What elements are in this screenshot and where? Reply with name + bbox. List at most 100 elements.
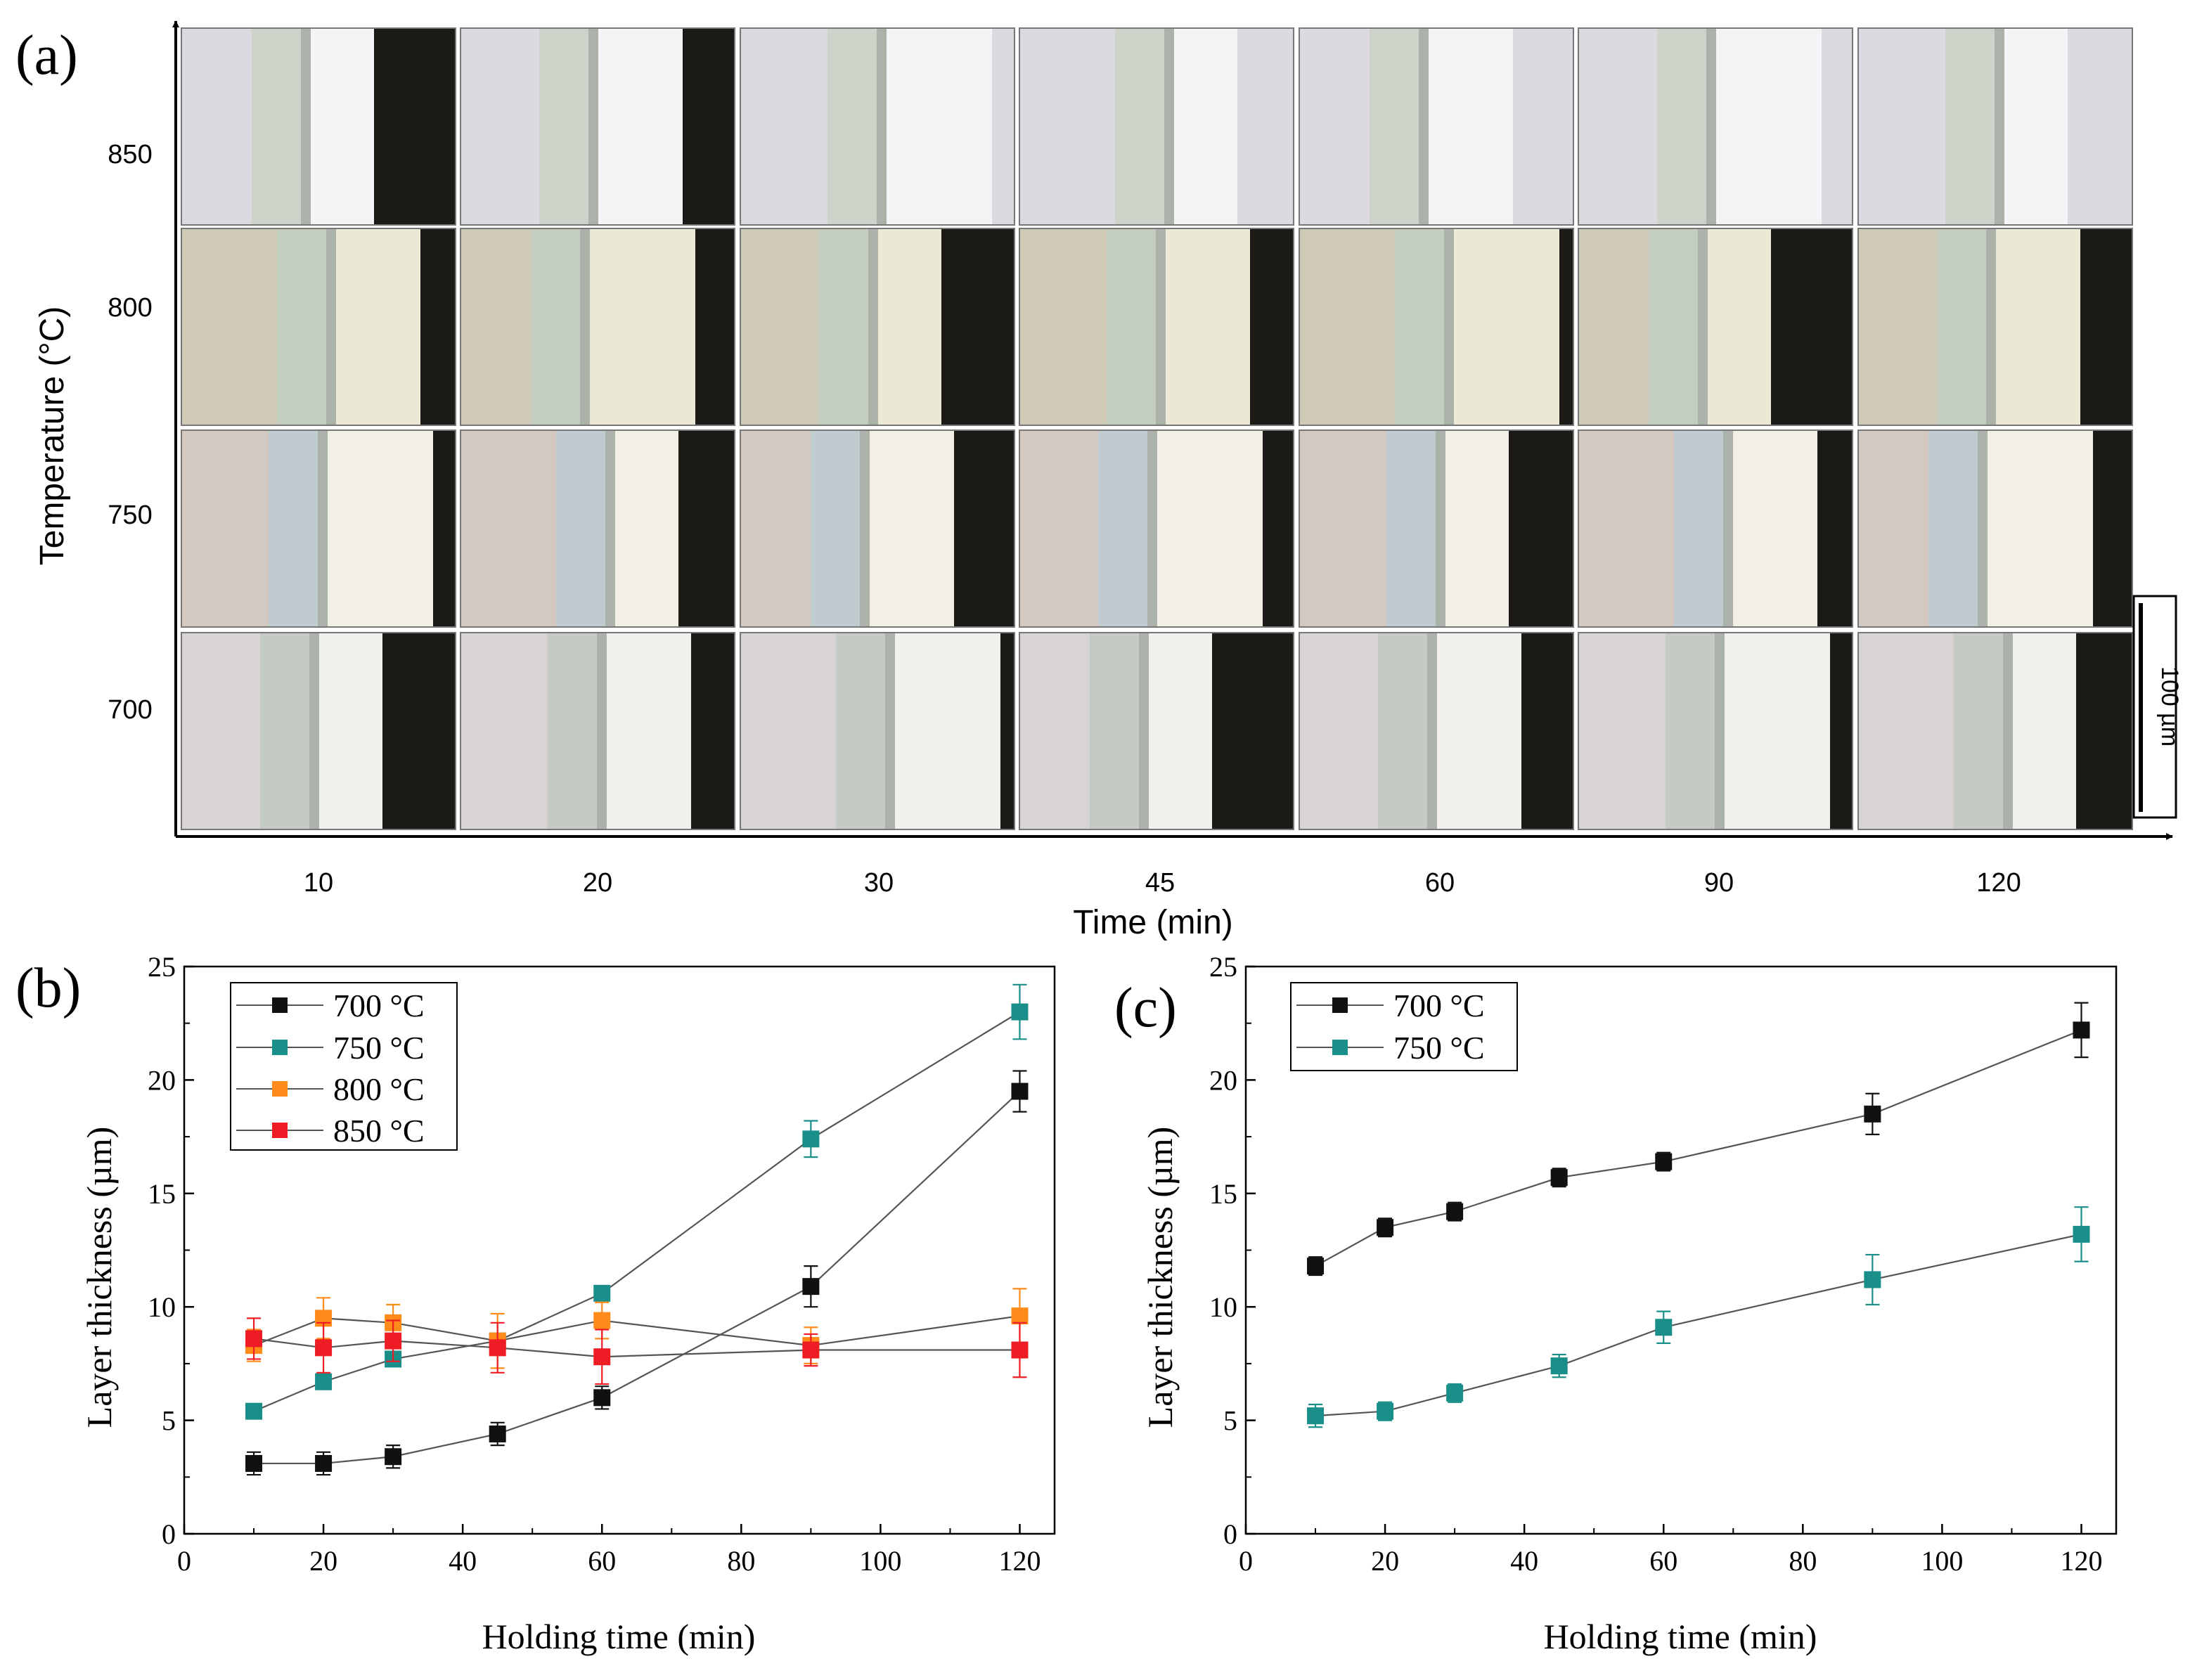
tile-coating	[1157, 430, 1263, 627]
data-point	[1307, 1258, 1325, 1275]
tile-layer	[811, 430, 860, 627]
y-tick-label: 10	[1209, 1291, 1237, 1323]
tile-resin	[382, 633, 456, 829]
tile-interface	[1444, 228, 1454, 425]
data-point	[1655, 1153, 1673, 1170]
tile-interface	[318, 430, 328, 627]
data-point	[802, 1278, 820, 1295]
row-labels: 850 800 750 700	[108, 140, 152, 725]
col-label-60: 60	[1425, 868, 1455, 898]
micrograph-tile	[1019, 27, 1294, 226]
data-point	[385, 1448, 402, 1466]
tile-resin	[1000, 633, 1015, 829]
tile-interface	[1706, 28, 1716, 225]
col-label-120: 120	[1976, 868, 2021, 898]
x-tick-label: 100	[1921, 1545, 1963, 1577]
tile-layer	[1370, 28, 1419, 225]
scale-bar: 100 µm	[2132, 595, 2183, 819]
tile-border	[1019, 27, 1294, 226]
y-tick-label: 5	[1223, 1405, 1237, 1437]
tile-coating	[870, 430, 954, 627]
tile-layer	[260, 633, 309, 829]
tile-coating	[895, 633, 1000, 829]
tile-interface	[860, 430, 870, 627]
tile-interface	[1723, 430, 1733, 627]
tile-border	[181, 429, 456, 628]
series-line	[253, 1315, 1020, 1347]
tile-interface	[326, 228, 336, 425]
x-tick-label: 40	[1510, 1545, 1538, 1577]
chart-c-legend-box	[1290, 982, 1518, 1071]
tile-resin	[2076, 633, 2132, 829]
legend-b-marker-800	[272, 1081, 288, 1097]
tile-coating	[319, 633, 382, 829]
data-point	[1655, 1319, 1673, 1336]
col-label-45: 45	[1145, 868, 1175, 898]
tile-layer	[836, 633, 885, 829]
tile-layer	[827, 28, 877, 225]
data-point	[1864, 1105, 1881, 1123]
data-point	[245, 1402, 263, 1420]
tile-layer	[1937, 228, 1986, 425]
tile-interface	[580, 228, 590, 425]
legend-c-marker-700	[1332, 997, 1348, 1013]
tile-interface	[1156, 228, 1166, 425]
tile-coating	[1454, 228, 1559, 425]
tile-border	[1299, 632, 1574, 830]
legend-b-marker-700	[272, 997, 288, 1013]
tile-border	[181, 632, 456, 830]
tile-border	[1857, 429, 2133, 628]
tile-resin	[1212, 633, 1294, 829]
tile-resin	[678, 430, 735, 627]
tile-coating	[1166, 228, 1250, 425]
tile-coating	[328, 430, 433, 627]
series-line	[253, 1338, 1020, 1358]
y-tick-label: 20	[1209, 1064, 1237, 1096]
tile-coating	[590, 228, 695, 425]
micrograph-tile	[1857, 27, 2133, 226]
legend-b-label-800: 800 °C	[333, 1071, 425, 1107]
tile-layer	[1115, 28, 1164, 225]
series-line	[1315, 1233, 2082, 1417]
micrograph-tile	[740, 228, 1015, 426]
micrograph-tile	[1578, 228, 1853, 426]
series-850	[245, 1317, 1029, 1385]
tile-layer	[556, 430, 605, 627]
row-label-850: 850	[108, 140, 152, 169]
panel-a-x-axis-title: Time (min)	[1073, 904, 1233, 941]
tile-resin	[1830, 633, 1853, 829]
x-tick-label: 40	[449, 1545, 477, 1577]
tile-border	[460, 228, 735, 426]
tile-border	[740, 429, 1015, 628]
col-label-90: 90	[1704, 868, 1734, 898]
micrograph-tile	[1857, 228, 2133, 426]
tile-layer	[1666, 633, 1715, 829]
micrograph-tile	[1299, 632, 1574, 830]
chart-c-x-axis-title: Holding time (min)	[1544, 1617, 1817, 1656]
data-point	[315, 1339, 333, 1357]
tile-resin	[1250, 228, 1294, 425]
y-tick-label: 25	[148, 951, 176, 983]
data-point	[315, 1373, 333, 1390]
tile-border	[1578, 27, 1853, 226]
tile-coating	[1445, 430, 1509, 627]
y-tick-label: 15	[148, 1178, 176, 1210]
tile-coating	[615, 430, 678, 627]
x-tick-label: 60	[588, 1545, 616, 1577]
panel-c-chart: (c) 0 20 40 60 80 100 120 0 5 10 15 20 25 Holding ti…	[1114, 951, 2118, 1656]
data-point	[385, 1332, 402, 1350]
tile-coating	[878, 228, 941, 425]
panel-a-y-axis-title: Temperature (°C)	[34, 306, 71, 566]
data-point	[1550, 1169, 1568, 1187]
tile-layer	[1386, 430, 1436, 627]
tile-coating	[1725, 633, 1830, 829]
tile-resin	[433, 430, 456, 627]
tile-layer	[269, 430, 318, 627]
tile-coating	[2013, 633, 2076, 829]
chart-c-y-axis-title: Layer thickness (µm)	[1140, 1127, 1180, 1428]
micrograph-tile	[460, 429, 735, 628]
data-point	[593, 1284, 611, 1302]
tile-layer	[1649, 228, 1698, 425]
tile-interface	[1139, 633, 1149, 829]
y-tick-label: 0	[162, 1518, 176, 1550]
